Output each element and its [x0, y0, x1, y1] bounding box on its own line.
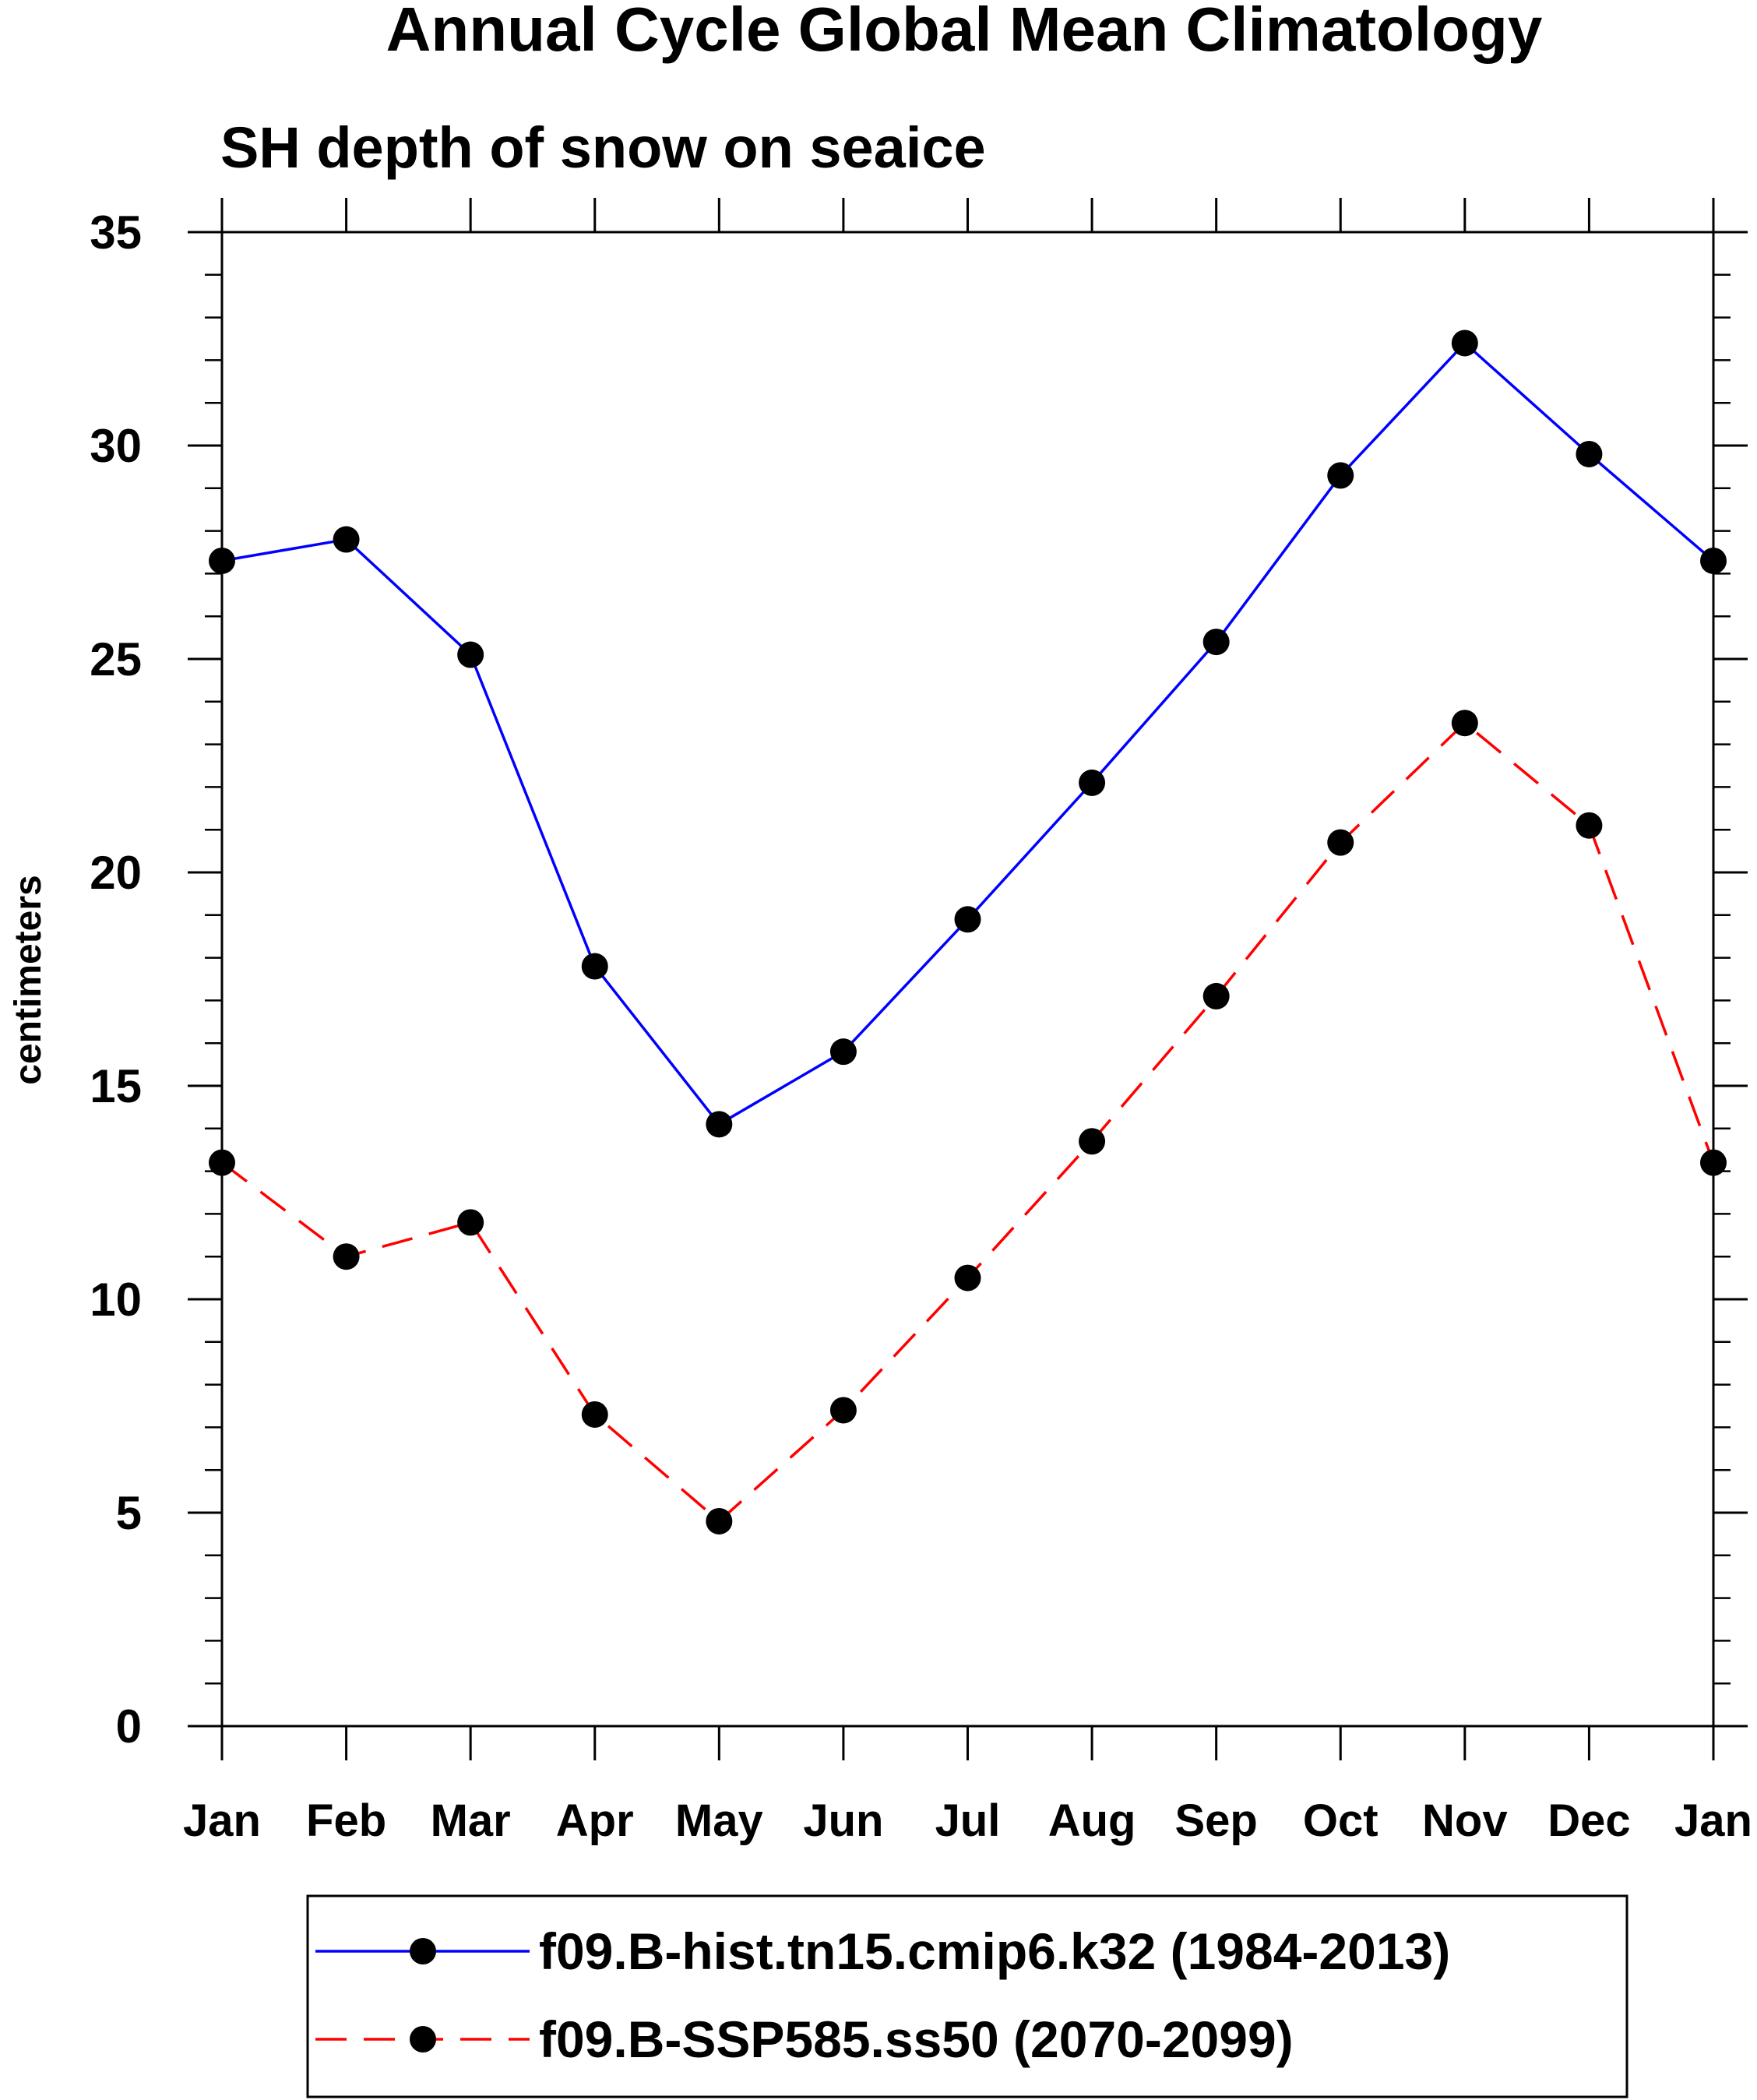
x-tick-label: Jun	[803, 1795, 883, 1846]
series-layer	[209, 329, 1727, 1534]
chart-title: Annual Cycle Global Mean Climatology	[386, 0, 1543, 64]
legend-swatch-marker	[410, 2026, 436, 2052]
series-1-point	[457, 1209, 484, 1236]
y-tick-label: 20	[90, 847, 142, 899]
series-1-point	[1202, 982, 1230, 1009]
x-tick-label: Dec	[1547, 1795, 1630, 1846]
y-tick-label: 5	[116, 1487, 142, 1539]
x-tick-label: Apr	[556, 1795, 634, 1846]
series-0-point	[954, 906, 981, 933]
series-0-point	[1451, 329, 1478, 357]
series-1-point	[209, 1149, 235, 1176]
series-1-point	[829, 1397, 857, 1424]
series-1-point	[1079, 1128, 1106, 1155]
series-1-point	[1700, 1149, 1727, 1176]
y-tick-label: 15	[90, 1060, 142, 1112]
y-tick-label: 35	[90, 206, 142, 259]
series-0-point	[1327, 462, 1354, 489]
legend: f09.B-hist.tn15.cmip6.k32 (1984-2013) f09…	[306, 1894, 1628, 2098]
y-tick-label: 25	[90, 633, 142, 685]
x-tick-label: Nov	[1422, 1795, 1508, 1846]
plot-axes: 0 5 10 15 20 25 30 35 Jan Feb Mar Apr May Jun Jul Aug Se…	[90, 198, 1752, 1846]
x-tick-label: Feb	[306, 1795, 386, 1846]
series-0-point	[1079, 769, 1106, 796]
series-1-point	[706, 1507, 733, 1534]
series-0-point	[706, 1111, 733, 1138]
x-tick-label: Oct	[1303, 1795, 1378, 1846]
legend-entry-label: f09.B-SSP585.ss50 (2070-2099)	[539, 2010, 1294, 2068]
x-tick-label: Jul	[935, 1795, 1001, 1846]
series-0-point	[1700, 547, 1727, 574]
plot-frame	[220, 231, 1715, 1728]
y-tick-label: 0	[116, 1700, 142, 1753]
y-axis-label: centimeters	[8, 875, 49, 1084]
y-tick-label: 30	[90, 420, 142, 472]
x-tick-label: Mar	[431, 1795, 511, 1846]
series-line-1	[220, 721, 1715, 1524]
legend-box	[306, 1894, 1628, 2098]
series-0-point	[209, 547, 235, 574]
series-1-point	[333, 1243, 360, 1270]
series-1-point	[954, 1264, 981, 1291]
series-0-point	[1202, 629, 1230, 656]
series-0-point	[457, 641, 484, 668]
legend-swatch-marker	[410, 1938, 436, 1964]
x-tick-label: May	[675, 1795, 763, 1846]
series-1-point	[1451, 710, 1478, 737]
chart-subtitle: SH depth of snow on seaice	[220, 115, 986, 180]
series-0-point	[581, 953, 608, 980]
x-tick-label: Aug	[1048, 1795, 1136, 1846]
x-tick-label: Sep	[1174, 1795, 1257, 1846]
series-1-point	[1576, 812, 1603, 839]
series-0-point	[333, 526, 360, 553]
series-0-point	[829, 1038, 857, 1066]
series-line-0	[221, 341, 1715, 1126]
x-tick-label: Jan	[183, 1795, 261, 1846]
legend-entry-label: f09.B-hist.tn15.cmip6.k32 (1984-2013)	[539, 1922, 1450, 1980]
series-1-point	[1327, 829, 1354, 856]
y-tick-label: 10	[90, 1274, 142, 1326]
series-0-point	[1576, 440, 1603, 467]
x-tick-label: Jan	[1674, 1795, 1752, 1846]
series-1-point	[581, 1401, 608, 1428]
